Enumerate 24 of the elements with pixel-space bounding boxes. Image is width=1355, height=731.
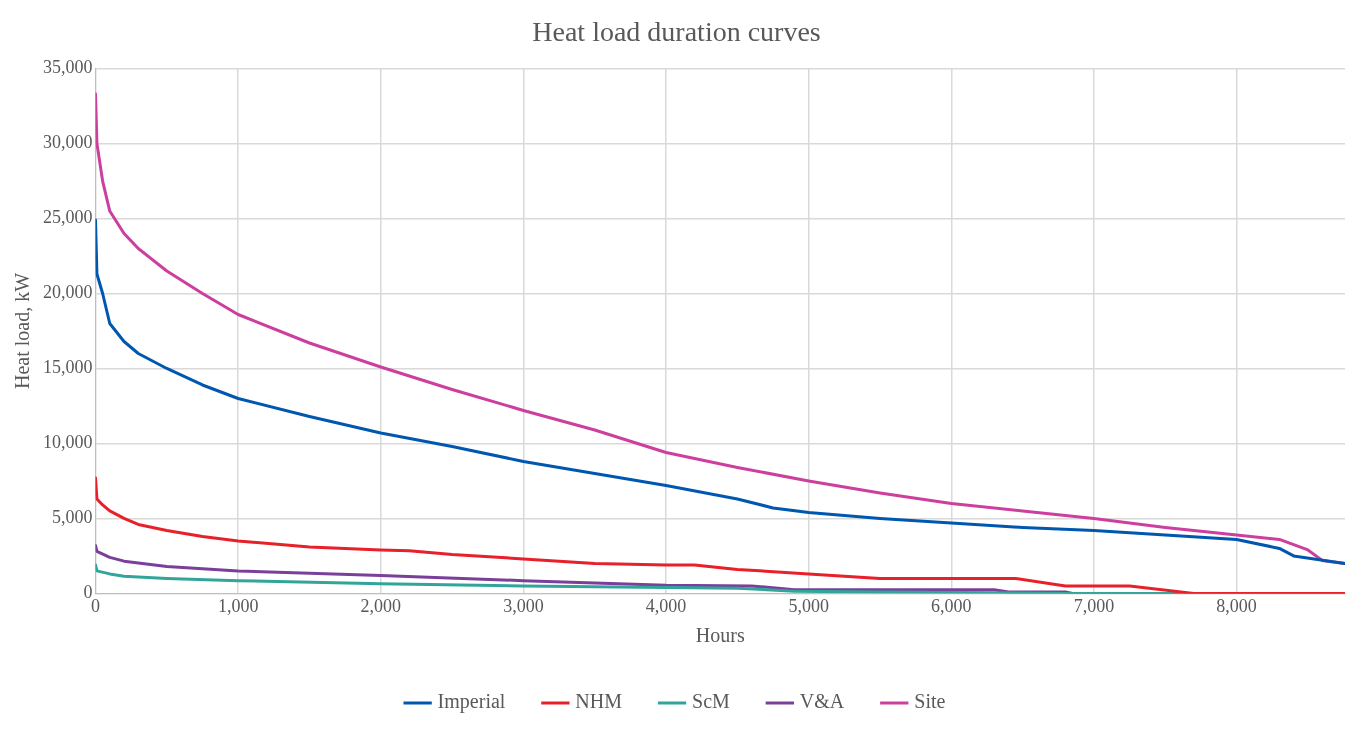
- legend-label: NHM: [575, 690, 623, 713]
- x-tick-label: 2,000: [360, 595, 402, 616]
- x-tick-label: 1,000: [217, 595, 259, 616]
- legend-label: Site: [914, 690, 946, 713]
- y-tick-label: 35,000: [43, 57, 93, 78]
- y-axis-title: Heat load, kW: [11, 272, 34, 390]
- y-tick-label: 15,000: [43, 357, 93, 378]
- x-tick-label: 7,000: [1073, 595, 1115, 616]
- x-tick-label: 5,000: [788, 595, 829, 616]
- y-tick-label: 30,000: [43, 132, 93, 153]
- x-tick-label: 8,000: [1216, 595, 1257, 616]
- x-tick-label: 3,000: [503, 595, 544, 616]
- y-tick-label: 20,000: [43, 282, 93, 303]
- y-tick-label: 10,000: [43, 432, 93, 453]
- legend-label: ScM: [692, 690, 731, 713]
- x-axis-title: Hours: [695, 624, 745, 647]
- legend-label: Imperial: [437, 690, 506, 714]
- y-tick-label: 0: [83, 582, 93, 603]
- x-tick-label: 6,000: [931, 595, 972, 616]
- y-tick-label: 5,000: [52, 507, 93, 528]
- chart-title: Heat load duration curves: [532, 16, 821, 48]
- x-tick-label: 4,000: [645, 595, 687, 616]
- y-tick-label: 25,000: [43, 207, 93, 228]
- legend-label: V&A: [799, 690, 845, 713]
